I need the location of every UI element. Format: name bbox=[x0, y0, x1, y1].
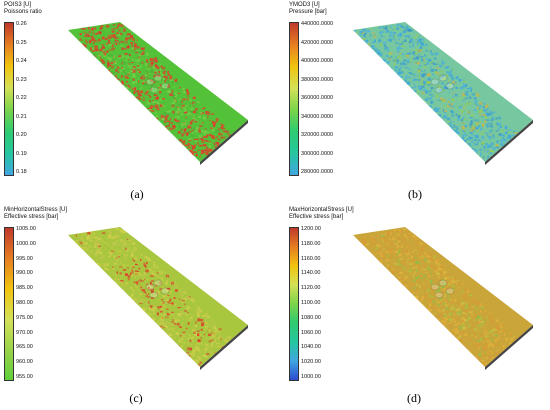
terrain-knoll bbox=[434, 291, 444, 299]
colorbar-tick-label: 1080.00 bbox=[301, 314, 321, 321]
terrain-edge bbox=[200, 325, 248, 370]
colorbar-tick-label: 0.24 bbox=[16, 58, 27, 64]
terrain-knoll bbox=[153, 279, 163, 287]
colorbar-tick-label: 1000.00 bbox=[16, 240, 36, 247]
terrain-knoll bbox=[438, 74, 448, 82]
colorbar-tick-label: 0.23 bbox=[16, 76, 27, 83]
panel-caption: (d) bbox=[407, 391, 421, 405]
terrain-knoll bbox=[438, 279, 448, 287]
colorbar-tick-label: 955.00 bbox=[16, 374, 33, 380]
panel-d: MaxHorizontalStress [U] Effective stress… bbox=[285, 205, 550, 387]
terrain-surface bbox=[68, 227, 248, 370]
panel-subtitle: Pressure [bar] bbox=[289, 9, 327, 15]
panel-subtitle: Effective stress [bar] bbox=[289, 214, 344, 220]
terrain-knoll bbox=[160, 82, 170, 90]
panel-caption: (c) bbox=[129, 391, 143, 405]
terrain-knoll bbox=[430, 78, 440, 86]
terrain-knoll bbox=[445, 287, 455, 295]
colorbar-tick-label: 380000.0000 bbox=[301, 76, 334, 83]
colorbar-tick-label: 280000.0000 bbox=[301, 169, 334, 175]
terrain-surface bbox=[353, 227, 533, 370]
colorbar-tick-label: 985.00 bbox=[16, 285, 33, 292]
colorbar-tick-label: 965.00 bbox=[16, 344, 33, 351]
panel-title: MaxHorizontalStress [U] bbox=[289, 207, 354, 213]
colorbar-tick-label: 420000.0000 bbox=[301, 39, 334, 46]
terrain-edge bbox=[200, 120, 248, 165]
colorbar-tick-label: 400000.0000 bbox=[301, 58, 334, 64]
colorbar-tick-label: 360000.0000 bbox=[301, 95, 334, 101]
terrain-knoll bbox=[430, 283, 440, 291]
panel-title: MinHorizontalStress [U] bbox=[4, 207, 68, 213]
panel-subtitle: Effective stress [bar] bbox=[4, 214, 59, 220]
terrain-knoll bbox=[445, 82, 455, 90]
colorbar-tick-label: 300000.0000 bbox=[301, 150, 334, 157]
colorbar-tick-label: 0.19 bbox=[16, 150, 27, 157]
colorbar-tick-label: 1120.00 bbox=[301, 285, 321, 292]
panel-title: YMOD3 [U] bbox=[289, 2, 320, 8]
terrain-edge bbox=[485, 325, 533, 370]
colorbar-tick-label: 1100.00 bbox=[301, 300, 321, 306]
colorbar-tick-label: 975.00 bbox=[16, 314, 33, 321]
colorbar-tick-label: 340000.0000 bbox=[301, 113, 334, 120]
terrain-surface bbox=[353, 22, 533, 165]
terrain-knoll bbox=[149, 291, 159, 299]
colorbar-tick-label: 990.00 bbox=[16, 270, 33, 277]
colorbar-tick-label: 1140.00 bbox=[301, 270, 321, 277]
colorbar-tick-label: 1060.00 bbox=[301, 329, 321, 336]
colorbar-tick-label: 0.18 bbox=[16, 169, 27, 175]
panel-caption: (a) bbox=[130, 187, 144, 201]
colorbar-tick-label: 440000.0000 bbox=[301, 21, 334, 27]
colorbar-tick-label: 0.21 bbox=[16, 113, 27, 120]
terrain-texture bbox=[357, 228, 533, 367]
colorbar-tick-label: 995.00 bbox=[16, 255, 33, 262]
colorbar-tick-label: 0.22 bbox=[16, 95, 27, 101]
terrain-edge bbox=[485, 120, 533, 165]
colorbar-tick-label: 1000.00 bbox=[301, 374, 321, 380]
terrain-knoll bbox=[434, 86, 444, 94]
terrain-knoll bbox=[145, 78, 155, 86]
colorbar-tick-label: 1180.00 bbox=[301, 240, 321, 247]
terrain-base bbox=[353, 227, 533, 367]
colorbar-tick-label: 1005.00 bbox=[16, 226, 36, 232]
terrain-knoll bbox=[160, 287, 170, 295]
terrain-knoll bbox=[149, 86, 159, 94]
terrain-knoll bbox=[153, 74, 163, 82]
terrain-knoll bbox=[145, 283, 155, 291]
colorbar-tick-label: 1160.00 bbox=[301, 255, 321, 262]
colorbar-tick-label: 960.00 bbox=[16, 359, 33, 366]
colorbar-tick-label: 980.00 bbox=[16, 300, 33, 306]
panel-c: MinHorizontalStress [U] Effective stress… bbox=[0, 205, 265, 387]
colorbar-tick-label: 1040.00 bbox=[301, 344, 321, 351]
colorbar-tick-label: 1200.00 bbox=[301, 226, 321, 232]
colorbar-tick-label: 0.26 bbox=[16, 21, 27, 27]
colorbar bbox=[4, 22, 14, 176]
colorbar-tick-label: 1020.00 bbox=[301, 359, 321, 366]
colorbar-tick-label: 0.25 bbox=[16, 39, 27, 46]
panel-b: YMOD3 [U] Pressure [bar] 440000.0000 4200… bbox=[285, 0, 550, 182]
colorbar bbox=[289, 227, 299, 381]
panel-caption: (b) bbox=[408, 187, 422, 201]
panel-a: POIS3 [U] Poissons ratio 0.26 0.25 0.24 0.2… bbox=[0, 0, 265, 182]
colorbar-tick-label: 970.00 bbox=[16, 329, 33, 336]
panel-title: POIS3 [U] bbox=[4, 2, 32, 8]
panel-subtitle: Poissons ratio bbox=[4, 9, 42, 15]
colorbar-tick-label: 0.20 bbox=[16, 132, 27, 138]
colorbar bbox=[4, 227, 14, 381]
terrain-surface bbox=[68, 22, 248, 165]
colorbar bbox=[289, 22, 299, 176]
colorbar-tick-label: 320000.0000 bbox=[301, 132, 334, 138]
